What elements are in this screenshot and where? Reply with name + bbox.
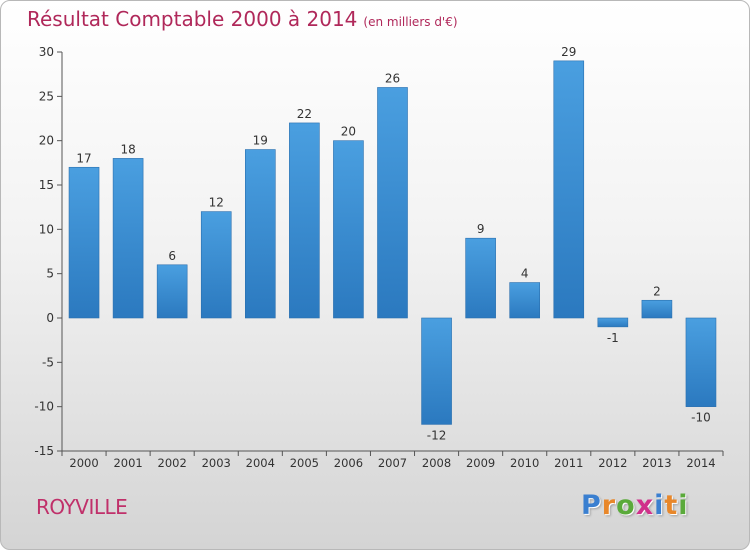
x-tick-label: 2010 xyxy=(510,456,539,470)
bar-value-label: -1 xyxy=(607,331,619,345)
logo-letter: i xyxy=(654,490,665,521)
x-tick-label: 2011 xyxy=(554,456,583,470)
y-tick-label: 0 xyxy=(46,311,54,325)
y-tick-label: -15 xyxy=(34,444,54,458)
x-tick-label: 2009 xyxy=(466,456,495,470)
bar-value-label: 4 xyxy=(521,267,529,281)
logo-letter: i xyxy=(678,490,689,521)
bar-value-label: 20 xyxy=(341,125,356,139)
chart-subtitle: (en milliers d'€) xyxy=(363,15,458,29)
logo-letter: P xyxy=(581,490,602,521)
bar-value-label: 2 xyxy=(653,284,661,298)
bar xyxy=(685,317,717,407)
bar-value-label: 9 xyxy=(477,222,485,236)
x-tick-label: 2013 xyxy=(642,456,671,470)
bar-value-label: 6 xyxy=(168,249,176,263)
x-tick-label: 2008 xyxy=(422,456,451,470)
bar xyxy=(597,317,629,328)
bar-value-label: 19 xyxy=(253,134,268,148)
x-tick-label: 2007 xyxy=(378,456,407,470)
x-tick-label: 2014 xyxy=(686,456,715,470)
y-tick-label: 25 xyxy=(39,89,54,103)
logo-letter: r xyxy=(601,490,617,521)
bar-value-label: 29 xyxy=(561,45,576,59)
bar xyxy=(68,166,100,319)
bar-value-label: -12 xyxy=(427,428,447,442)
bar xyxy=(421,317,452,425)
x-tick-label: 2000 xyxy=(69,456,98,470)
bar xyxy=(245,149,276,319)
bar xyxy=(509,282,541,319)
bar-value-label: 22 xyxy=(297,107,312,121)
x-tick-label: 2012 xyxy=(598,456,627,470)
bar-value-label: 26 xyxy=(385,71,400,85)
proxiti-logo: Proxiti xyxy=(581,490,689,521)
bar xyxy=(333,140,364,319)
y-tick-label: 10 xyxy=(39,222,54,236)
x-tick-label: 2003 xyxy=(202,456,231,470)
logo-letter: o xyxy=(616,490,636,521)
bar-value-label: 17 xyxy=(76,151,91,165)
x-tick-label: 2006 xyxy=(334,456,363,470)
bar xyxy=(377,87,408,319)
bar-value-label: 18 xyxy=(120,142,135,156)
chart-title-text: Résultat Comptable 2000 à 2014 xyxy=(27,7,358,31)
y-tick-label: 20 xyxy=(39,134,54,148)
y-tick-label: 30 xyxy=(39,45,54,59)
x-tick-label: 2004 xyxy=(246,456,275,470)
bar xyxy=(465,237,496,319)
bar-value-label: -10 xyxy=(691,411,711,425)
bar-value-label: 12 xyxy=(209,196,224,210)
bar xyxy=(112,158,144,319)
logo-letter: x xyxy=(635,490,655,521)
y-tick-label: -10 xyxy=(34,400,54,414)
y-tick-label: -5 xyxy=(42,355,54,369)
y-tick-label: 15 xyxy=(39,178,54,192)
y-tick-label: 5 xyxy=(46,267,54,281)
chart-title: Résultat Comptable 2000 à 2014 (en millie… xyxy=(27,7,458,31)
bar xyxy=(641,299,673,319)
bar xyxy=(200,211,232,319)
x-tick-label: 2005 xyxy=(290,456,319,470)
bar xyxy=(553,60,585,319)
bar xyxy=(156,264,188,319)
commune-name: ROYVILLE xyxy=(36,495,128,519)
bar xyxy=(289,122,320,319)
logo-letter: t xyxy=(664,490,679,521)
x-tick-label: 2001 xyxy=(113,456,142,470)
x-tick-label: 2002 xyxy=(158,456,187,470)
